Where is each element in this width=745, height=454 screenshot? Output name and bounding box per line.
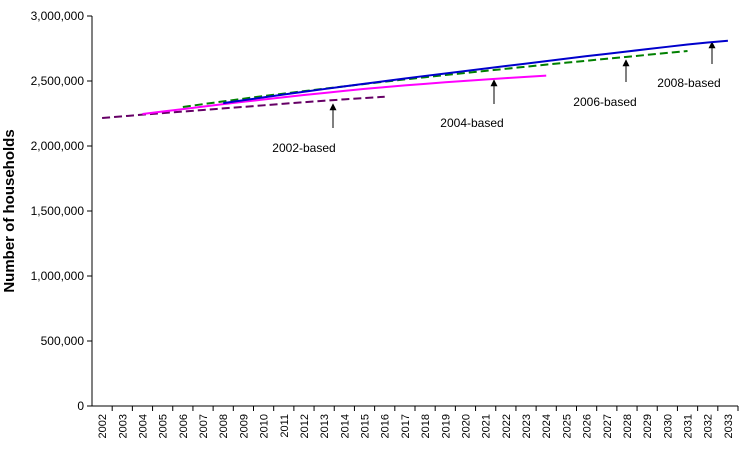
x-tick-label: 2008 [218, 414, 230, 438]
x-tick-label: 2020 [460, 414, 472, 438]
x-tick-label: 2023 [521, 414, 533, 438]
x-tick-label: 2005 [158, 414, 170, 438]
x-tick-label: 2019 [440, 414, 452, 438]
x-tick-label: 2018 [420, 414, 432, 438]
x-tick-label: 2012 [299, 414, 311, 438]
x-tick-label: 2007 [198, 414, 210, 438]
y-tick-label: 3,000,000 [31, 9, 85, 23]
x-tick-label: 2031 [683, 414, 695, 438]
x-tick-label: 2011 [279, 414, 291, 438]
x-tick-label: 2021 [481, 414, 493, 438]
x-tick-label: 2026 [582, 414, 594, 438]
series-line [142, 74, 547, 116]
series-line [223, 39, 728, 105]
series-label: 2008-based [657, 76, 720, 90]
x-tick-label: 2015 [360, 414, 372, 438]
x-tick-label: 2009 [238, 414, 250, 438]
series-label: 2006-based [573, 95, 636, 109]
x-tick-label: 2014 [339, 414, 351, 438]
x-tick-label: 2030 [662, 414, 674, 438]
x-tick-label: 2029 [642, 414, 654, 438]
y-tick-label: 2,000,000 [31, 139, 85, 153]
y-tick-label: 0 [77, 399, 84, 413]
y-tick-label: 1,000,000 [31, 269, 85, 283]
x-tick-label: 2013 [319, 414, 331, 438]
y-tick-label: 1,500,000 [31, 204, 85, 218]
x-tick-label: 2010 [259, 414, 271, 438]
series-label: 2004-based [440, 116, 503, 130]
y-axis-label: Number of households [1, 129, 18, 292]
x-tick-label: 2002 [97, 414, 109, 438]
x-tick-label: 2006 [178, 414, 190, 438]
y-tick-label: 2,500,000 [31, 74, 85, 88]
x-tick-label: 2027 [602, 414, 614, 438]
x-tick-label: 2022 [501, 414, 513, 438]
x-tick-label: 2004 [137, 414, 149, 438]
series-label: 2002-based [272, 141, 335, 155]
y-tick-label: 500,000 [41, 334, 85, 348]
x-tick-label: 2025 [561, 414, 573, 438]
x-tick-label: 2032 [703, 414, 715, 438]
x-tick-label: 2003 [117, 414, 129, 438]
x-tick-label: 2028 [622, 414, 634, 438]
x-tick-label: 2033 [723, 414, 735, 438]
x-tick-label: 2024 [541, 414, 553, 438]
x-tick-label: 2016 [380, 414, 392, 438]
x-tick-label: 2017 [400, 414, 412, 438]
series-line [182, 49, 688, 108]
